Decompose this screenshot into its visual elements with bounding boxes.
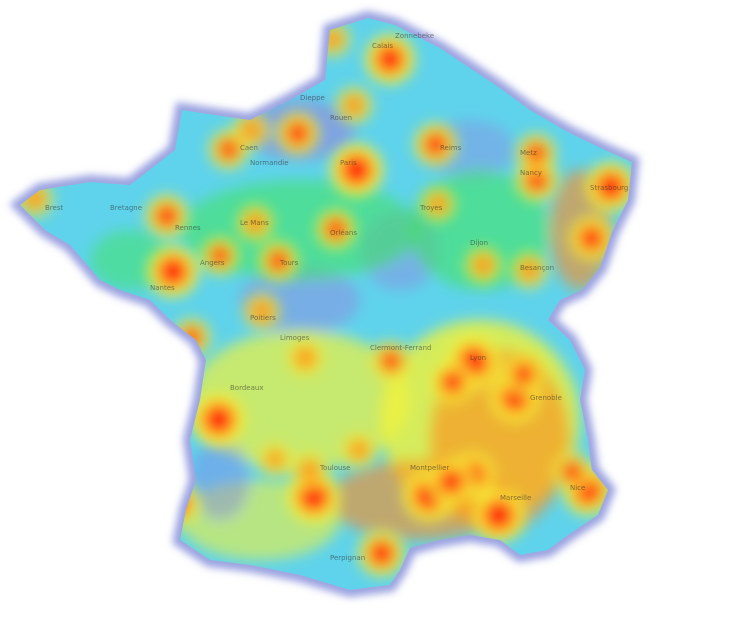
hotspot-42-layer-2 [581,228,602,249]
place-label: Poitiers [250,314,276,322]
place-label: Besançon [520,264,554,272]
hotspot-9-layer-2 [599,175,622,198]
hotspot-26-layer-1 [293,345,318,370]
hotspot-1-layer-2 [378,48,402,71]
place-label: Strasbourg [590,184,628,192]
hotspot-14-layer-2 [288,124,308,143]
hotspot-32-layer-2 [441,471,462,492]
hotspot-25-layer-2 [382,352,400,370]
hotspot-group [20,22,632,577]
place-label: Bretagne [110,204,142,212]
hotspot-22-layer-1 [243,210,268,235]
place-label: Caen [240,144,258,152]
place-label: Marseille [500,494,531,502]
hotspot-7-layer-2 [161,259,185,283]
hotspot-37-layer-1 [426,192,450,216]
place-label: Nancy [520,169,542,177]
place-label: Limoges [280,334,310,342]
place-label: Troyes [419,204,443,212]
hotspot-23-layer-1 [471,253,496,278]
hotspot-41-layer-1 [264,448,287,471]
place-label: Rennes [175,224,201,232]
hotspot-0-layer-2 [344,158,369,182]
hotspot-39-layer-1 [347,438,371,462]
place-label: Reims [440,144,462,152]
hotspot-12-layer-2 [527,170,547,190]
hotspot-15-layer-1 [239,118,264,143]
hotspot-35-layer-1 [342,93,367,118]
place-label: Nice [570,484,585,492]
hotspot-24-layer-1 [517,258,542,283]
hotspot-19-layer-2 [212,247,229,264]
hotspot-6-layer-2 [206,407,231,432]
hotspot-17-layer-2 [157,206,177,226]
place-label: Angers [200,259,225,267]
hotspot-27-layer-1 [250,299,274,324]
place-label: Paris [340,159,357,167]
hotspot-40-layer-1 [297,458,322,483]
hotspot-28-layer-2 [371,543,392,564]
place-label: Tours [279,259,299,267]
place-label: Orléans [330,229,357,237]
place-label: Grenoble [530,394,562,402]
place-label: Perpignan [330,554,365,562]
place-label: Dijon [470,239,488,247]
place-label: Nantes [150,284,175,292]
place-label: Bordeaux [230,384,263,392]
hotspot-16-layer-2 [220,141,238,158]
place-label: Clermont-Ferrand [370,344,431,352]
place-label: Dieppe [300,94,325,102]
hotspot-30-layer-2 [563,463,581,481]
place-label: Montpellier [410,464,449,472]
place-label: Normandie [250,159,289,167]
place-label: Brest [45,204,63,212]
hotspot-5-layer-2 [301,484,326,509]
place-label: Lyon [470,354,486,362]
hotspot-34-layer-2 [443,372,462,392]
place-label: Toulouse [319,464,350,472]
place-label: Zonnebeke [395,32,434,40]
hotspot-11-layer-2 [426,135,446,154]
hotspot-13-layer-2 [528,144,545,162]
hotspot-21-layer-2 [327,220,345,238]
hotspot-3-layer-2 [486,503,511,528]
place-label: Calais [372,42,393,50]
place-label: Rouen [330,114,352,122]
hotspot-20-layer-2 [270,252,287,270]
heat-layer [20,18,632,590]
place-label: Metz [520,149,537,157]
hotspot-33-layer-2 [514,365,533,383]
place-label: Le Mans [240,219,269,227]
